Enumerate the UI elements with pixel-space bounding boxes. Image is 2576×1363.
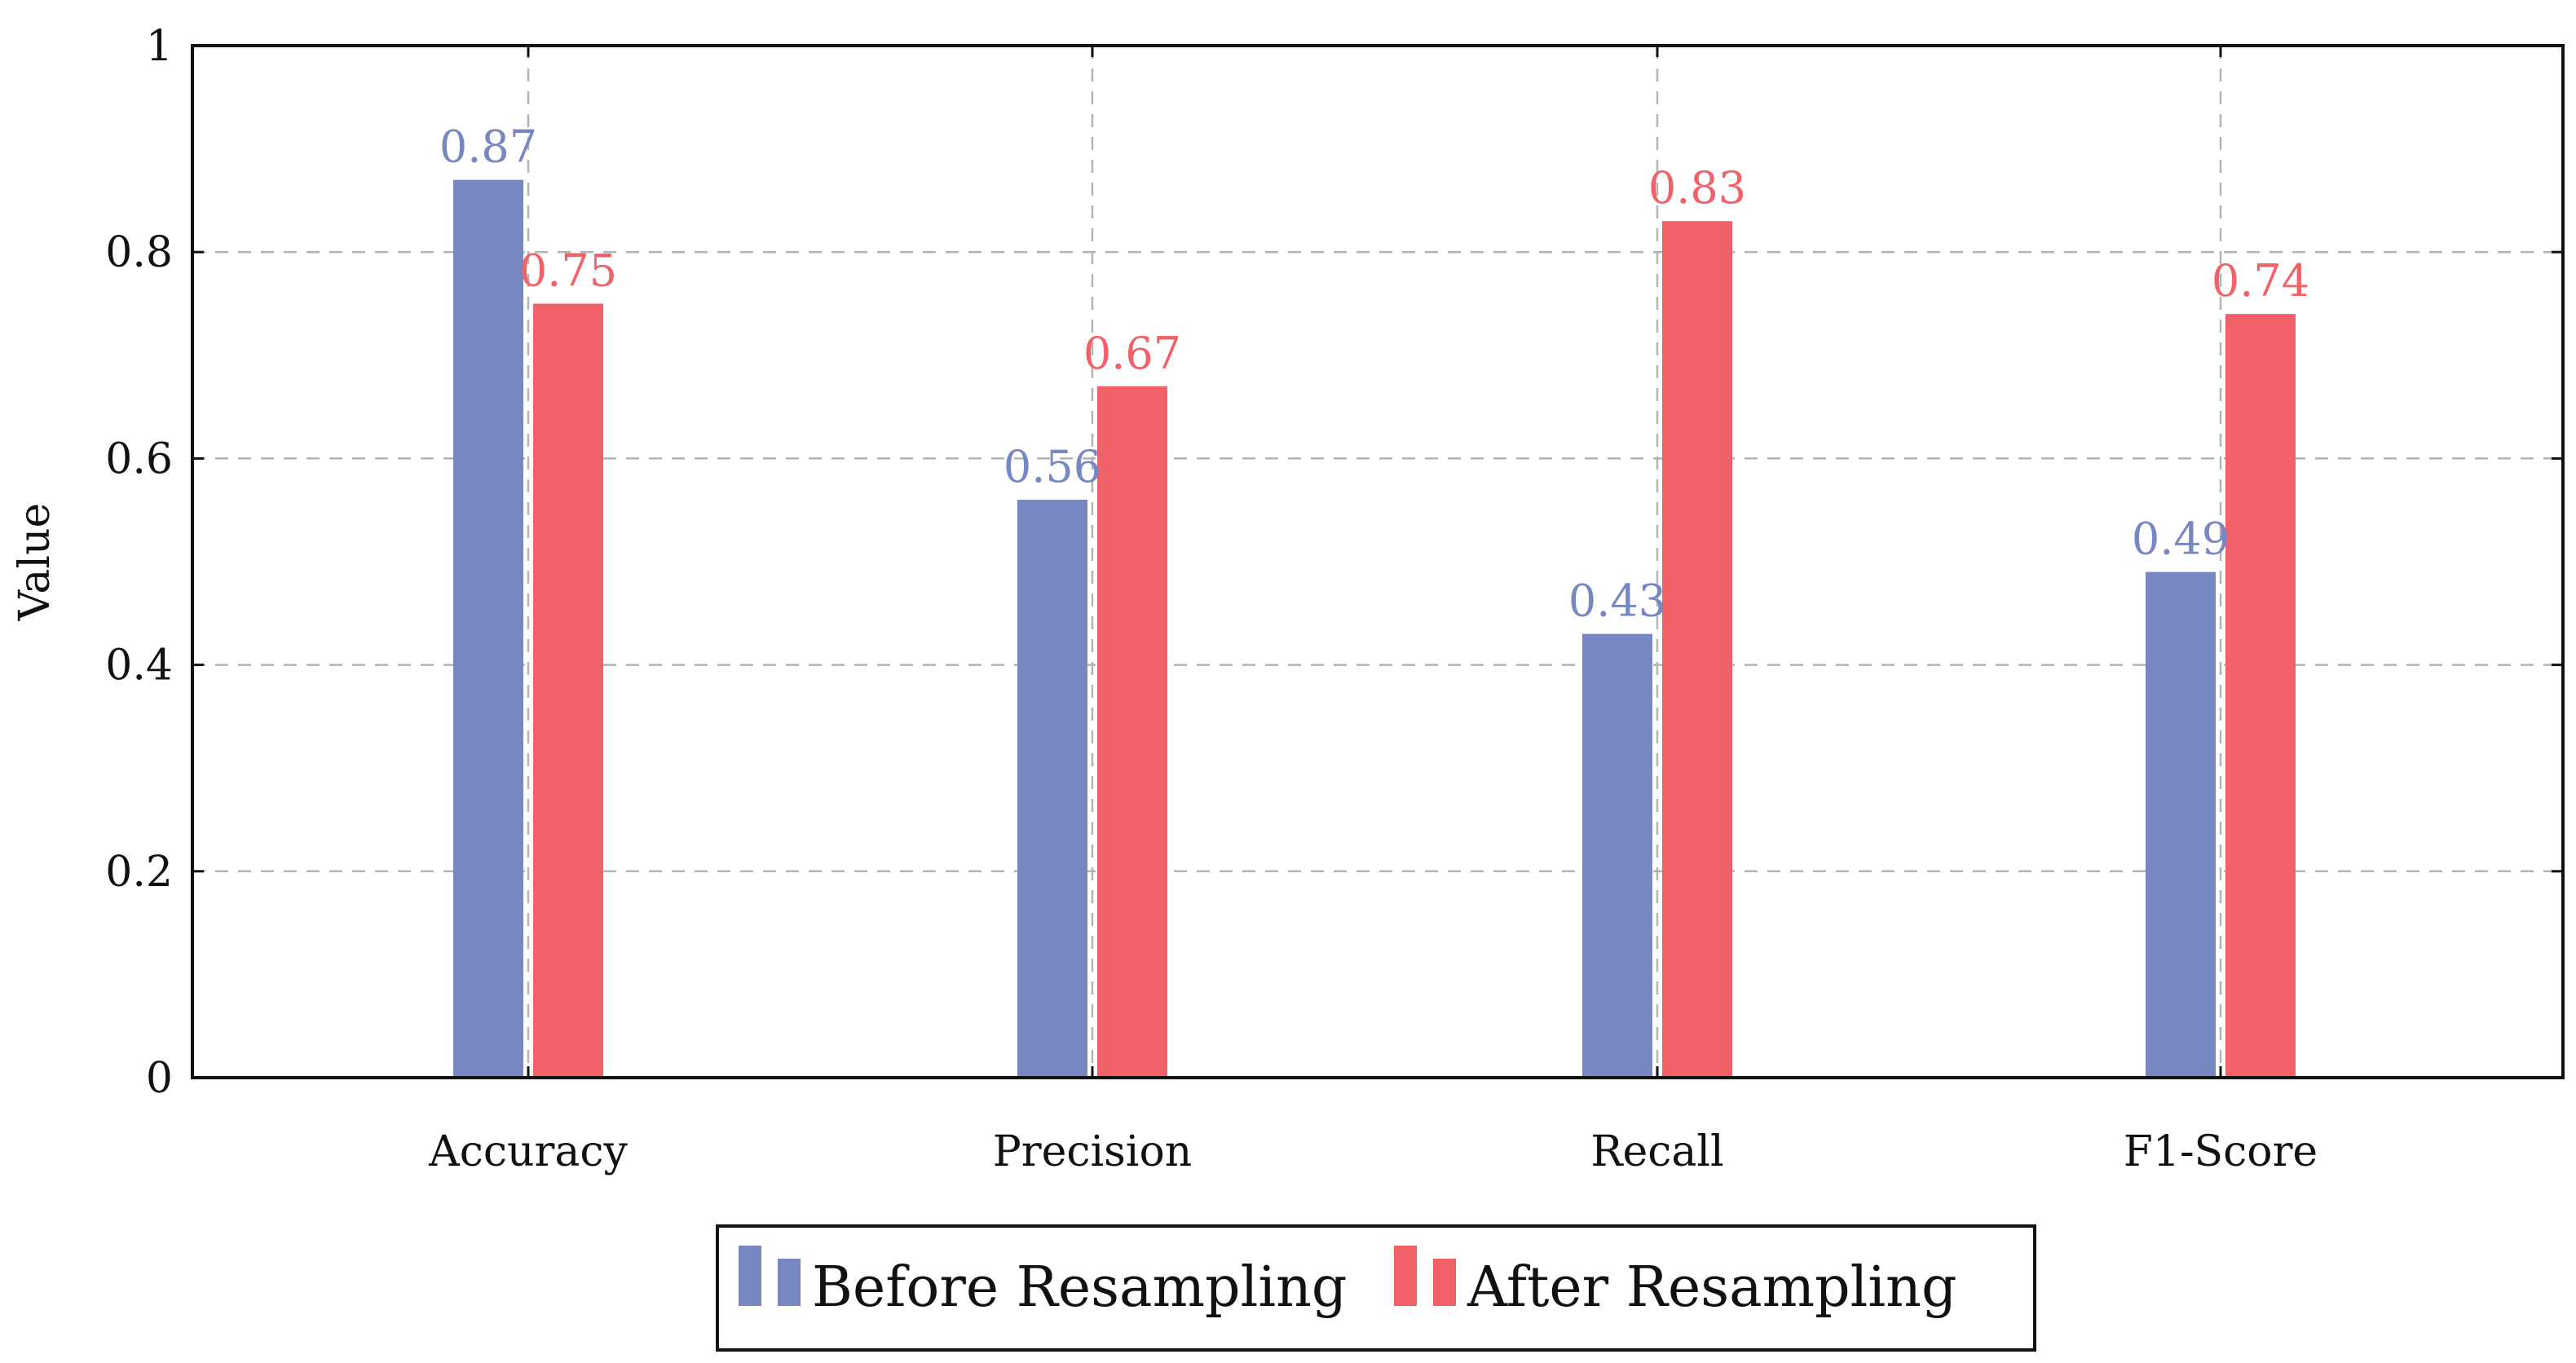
y-tick-label: 0.6 [105,434,173,483]
y-axis-title: Value [11,503,60,622]
ticks-layer: 0 0.2 0.4 0.6 0.8 1 Accuracy Precision Recall F1-… [105,22,2563,1176]
data-label-before-resampling-precision: 0.56 [1003,441,1101,492]
legend-swatch-after-resampling [1394,1246,1417,1306]
x-tick-label: F1-Score [2124,1127,2318,1176]
legend-label-before-resampling: Before Resampling [812,1255,1347,1320]
legend-frame [716,1224,2036,1352]
legend-swatch-after-resampling [1433,1259,1456,1306]
data-label-after-resampling-f1-score: 0.74 [2212,255,2309,307]
bar-before-resampling-accuracy [453,179,523,1078]
y-tick-label: 0.2 [105,848,173,897]
x-tick-label: Recall [1590,1127,1723,1176]
data-label-after-resampling-recall: 0.83 [1648,162,1746,214]
bar-after-resampling-f1-score [2225,314,2296,1078]
legend-swatch-before-resampling [778,1259,801,1306]
labels-layer: 0.87 0.56 0.43 0.49 0.75 0.67 0.83 0.74 [439,121,2309,627]
data-label-before-resampling-accuracy: 0.87 [439,121,537,173]
data-label-before-resampling-f1-score: 0.49 [2132,514,2230,565]
y-tick-label: 0.4 [105,642,173,690]
y-tick-label: 1 [146,22,173,71]
bar-after-resampling-precision [1097,386,1167,1078]
bar-before-resampling-recall [1582,633,1652,1078]
bar-after-resampling-recall [1662,221,1732,1078]
x-tick-label: Precision [993,1127,1193,1176]
bar-before-resampling-f1-score [2146,571,2216,1078]
data-label-before-resampling-recall: 0.43 [1568,576,1666,627]
legend-swatch-before-resampling [739,1246,761,1306]
y-tick-label: 0.8 [105,228,173,277]
bar-after-resampling-accuracy [533,303,603,1078]
x-tick-label: Accuracy [428,1127,628,1176]
data-label-after-resampling-accuracy: 0.75 [519,245,617,297]
legend: Before Resampling After Resampling [716,1224,2036,1352]
bars-layer [453,179,2296,1078]
legend-label-after-resampling: After Resampling [1467,1255,1956,1320]
data-label-after-resampling-precision: 0.67 [1083,328,1181,379]
bar-before-resampling-precision [1017,500,1087,1078]
plot-frame [191,44,2565,1079]
y-tick-label: 0 [146,1054,173,1103]
